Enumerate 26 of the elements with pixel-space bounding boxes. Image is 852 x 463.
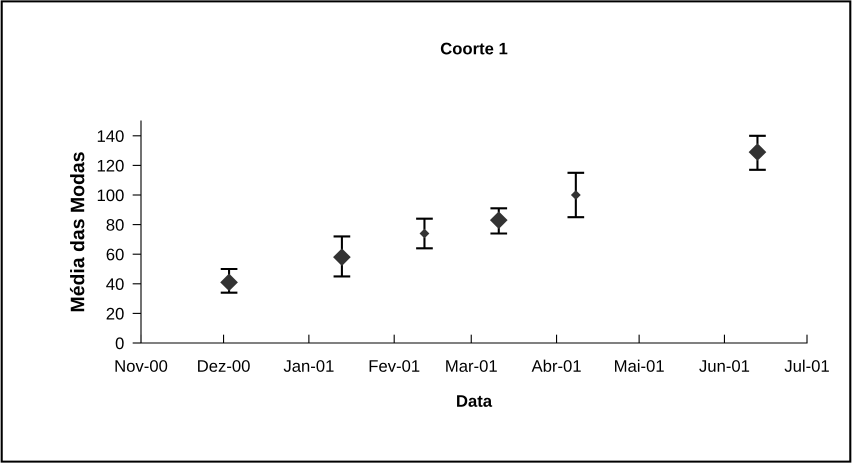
- y-tick-label: 0: [116, 337, 124, 350]
- chart-title: Coorte 1: [440, 42, 508, 54]
- y-axis-title: Média das Modas: [70, 152, 84, 312]
- y-tick-label: 40: [106, 278, 124, 290]
- x-tick-label: Jul-01: [784, 360, 829, 372]
- x-tick-label: Fev-01: [370, 360, 420, 372]
- x-tick-label: Nov-00: [116, 360, 168, 372]
- y-tick-label: 80: [106, 219, 124, 231]
- point: [490, 212, 508, 229]
- y-tick-label: 20: [106, 308, 124, 320]
- point: [571, 190, 580, 200]
- point: [220, 274, 238, 291]
- y-tick-label: 100: [98, 189, 124, 202]
- point: [333, 248, 350, 266]
- y-tick-label: 60: [106, 248, 124, 260]
- x-tick-label: Jun-01: [699, 360, 750, 372]
- x-tick-label: Dez-00: [198, 360, 250, 372]
- x-axis-title: Data: [457, 395, 492, 407]
- y-tick-label: 120: [98, 160, 124, 172]
- x-tick-label: Abr-01: [532, 360, 581, 372]
- x-tick-label: Mai-01: [615, 360, 664, 372]
- point: [420, 228, 430, 238]
- x-tick-label: Jan-01: [284, 360, 334, 372]
- y-tick-label: 140: [98, 130, 124, 142]
- x-tick-label: Mar-01: [446, 360, 497, 372]
- point: [748, 144, 766, 161]
